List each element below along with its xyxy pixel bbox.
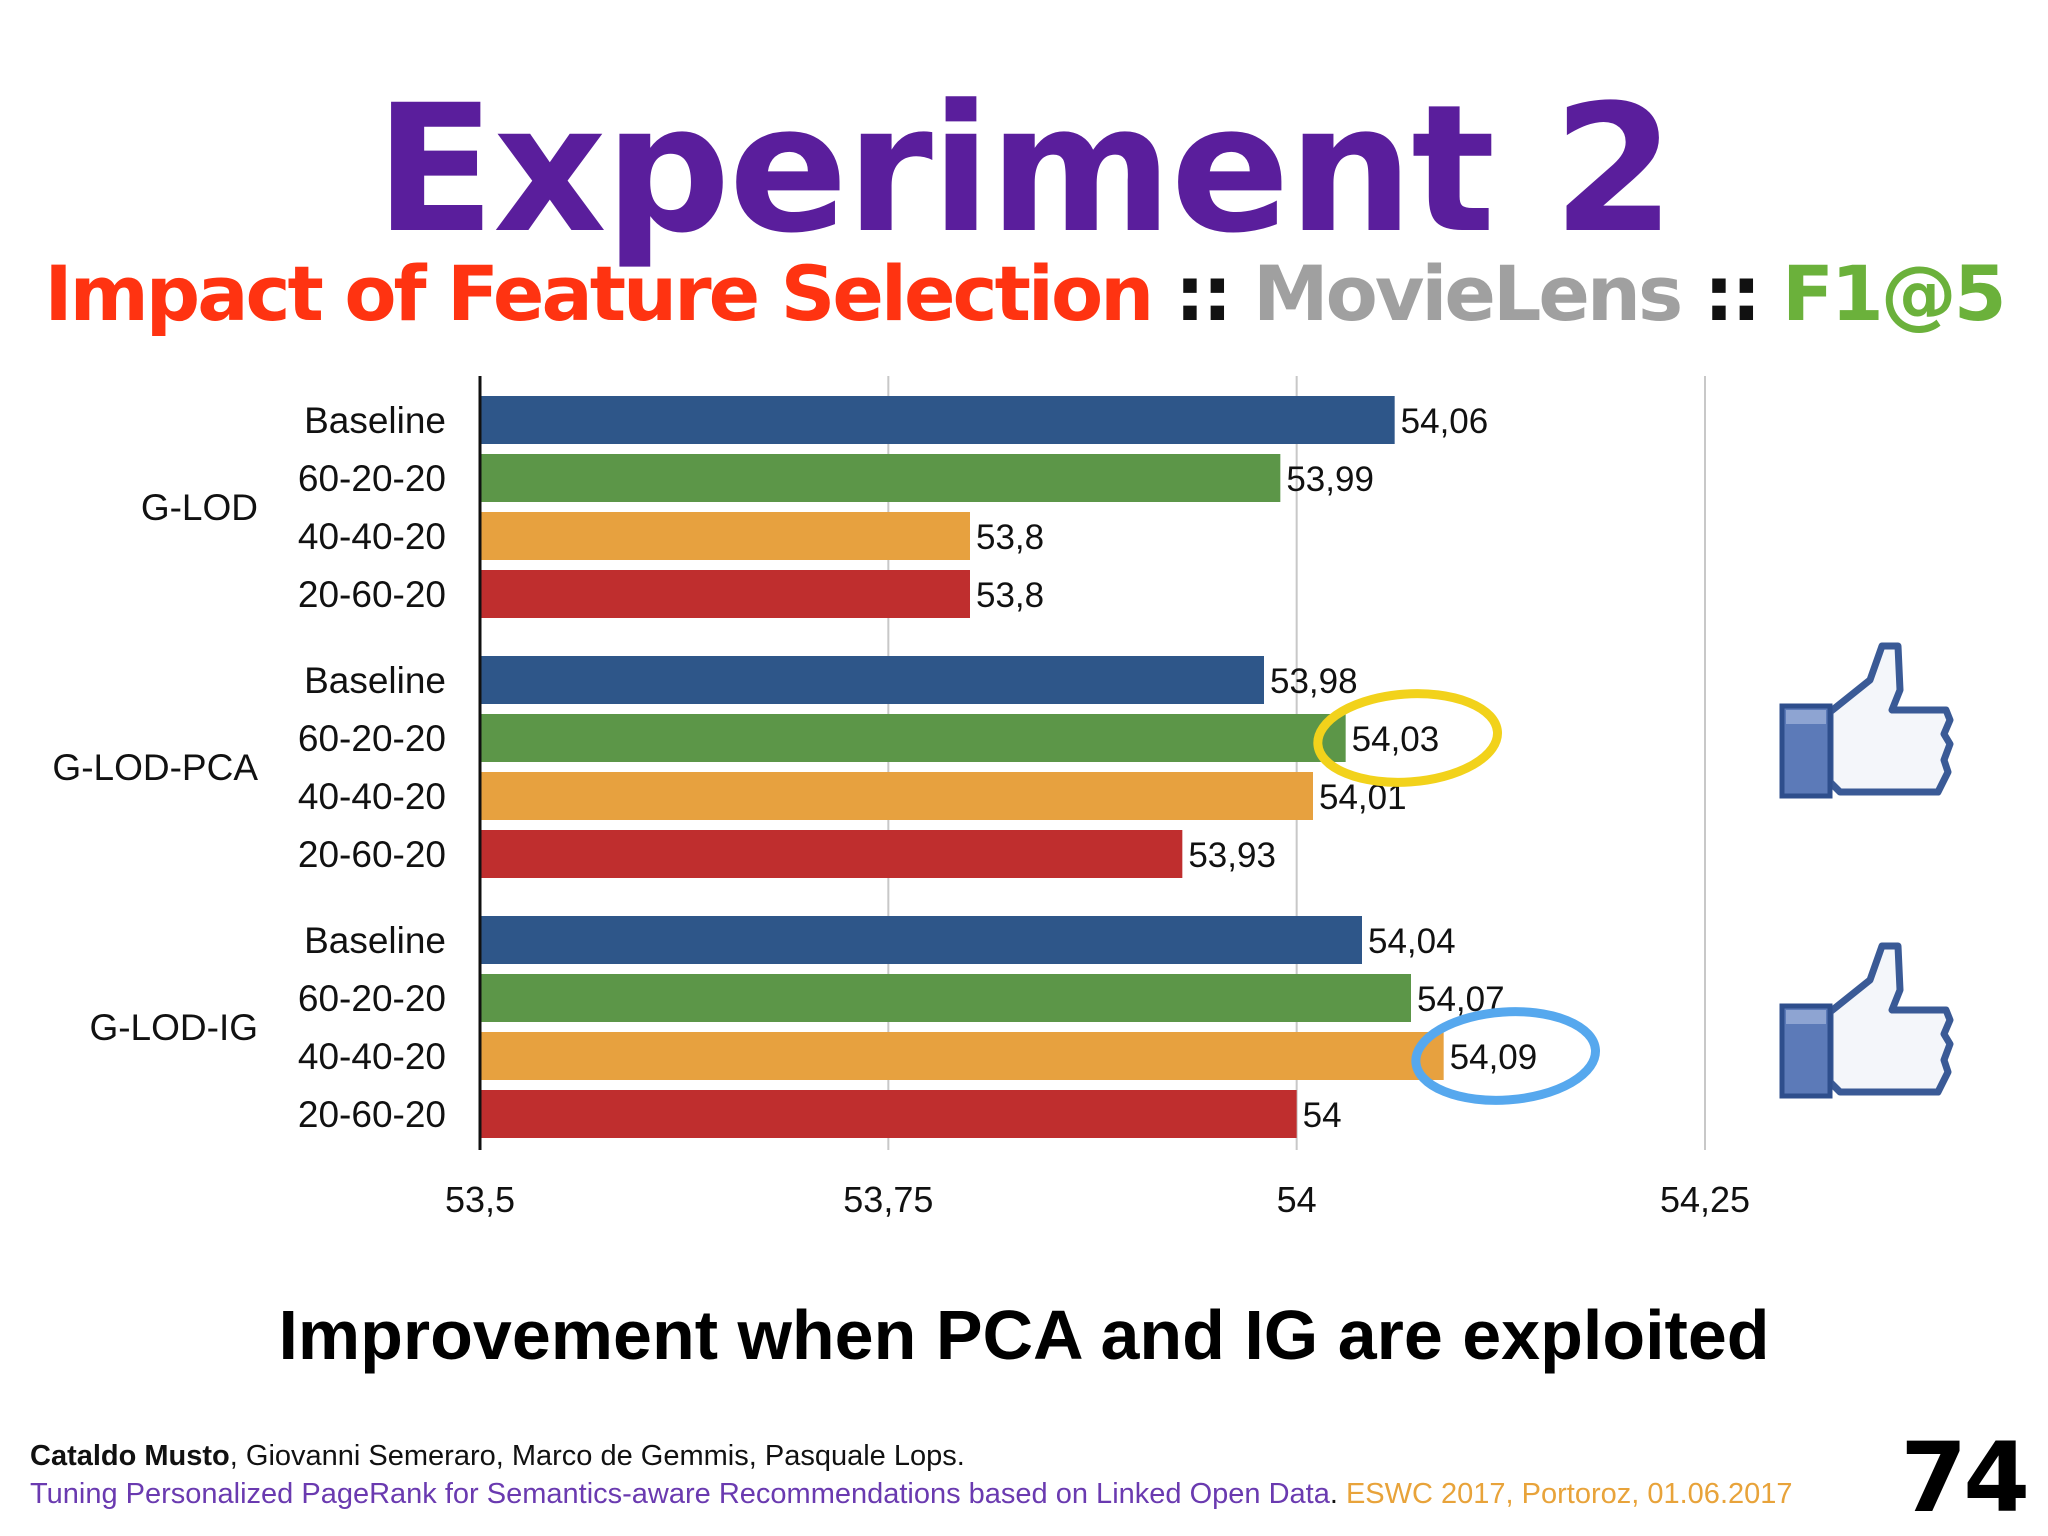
data-label: 54,03 — [1352, 720, 1440, 759]
bar — [480, 772, 1313, 820]
x-tick-label: 54 — [1277, 1179, 1317, 1220]
subtitle-separator: :: — [1680, 249, 1782, 338]
group-label: G-LOD — [141, 487, 258, 528]
bar — [480, 512, 970, 560]
page-number: 74 — [1900, 1422, 2030, 1534]
data-label: 53,8 — [976, 518, 1044, 557]
category-label: Baseline — [304, 660, 446, 701]
x-tick-label: 53,5 — [445, 1179, 515, 1220]
subtitle-separator: :: — [1151, 249, 1253, 338]
thumbs-up-icon — [1779, 642, 1954, 799]
footer-venue: ESWC 2017, Portoroz, 01.06.2017 — [1345, 1478, 1793, 1510]
category-label: 60-20-20 — [298, 718, 446, 759]
category-label: 60-20-20 — [298, 458, 446, 499]
bar-chart: Baseline 54,06 60-20-20 53,99 40-40-20 53,8 20… — [52, 376, 1750, 1220]
bar — [480, 1032, 1444, 1080]
subtitle-topic: Impact of Feature Selection — [44, 249, 1154, 338]
category-label: 40-40-20 — [298, 516, 446, 557]
bar — [480, 830, 1183, 878]
group-label: G-LOD-IG — [89, 1007, 258, 1048]
data-label: 54 — [1303, 1096, 1342, 1135]
highlight-circle — [1313, 689, 1502, 787]
category-label: 60-20-20 — [298, 978, 446, 1019]
subtitle-dataset: MovieLens — [1252, 249, 1683, 338]
x-tick-label: 54,25 — [1660, 1179, 1750, 1220]
data-label: 54,06 — [1401, 402, 1489, 441]
footer-lead-author: Cataldo Musto — [30, 1440, 230, 1472]
category-label: 40-40-20 — [298, 776, 446, 817]
conclusion-text: Improvement when PCA and IG are exploite… — [278, 1296, 1770, 1374]
data-label: 54,09 — [1450, 1038, 1538, 1077]
category-label: 20-60-20 — [298, 834, 446, 875]
footer-separator: . — [1329, 1478, 1346, 1510]
group-label: G-LOD-PCA — [52, 747, 258, 788]
data-label: 54,04 — [1368, 922, 1456, 961]
footer-citation: Tuning Personalized PageRank for Semanti… — [30, 1478, 1793, 1511]
thumbs-up-icon — [1779, 942, 1954, 1099]
bar — [480, 656, 1264, 704]
category-label: Baseline — [304, 400, 446, 441]
bar — [480, 916, 1362, 964]
bar — [480, 974, 1411, 1022]
bar — [480, 1090, 1297, 1138]
slide-subtitle: Impact of Feature Selection :: MovieLens… — [0, 244, 2048, 344]
category-label: 20-60-20 — [298, 574, 446, 615]
category-label: Baseline — [304, 920, 446, 961]
category-label: 40-40-20 — [298, 1036, 446, 1077]
subtitle-metric: F1@5 — [1781, 249, 2007, 338]
data-label: 53,8 — [976, 576, 1044, 615]
footer-authors: Cataldo Musto, Giovanni Semeraro, Marco … — [30, 1440, 965, 1473]
bar — [480, 454, 1281, 502]
footer-coauthors: , Giovanni Semeraro, Marco de Gemmis, Pa… — [229, 1440, 965, 1472]
x-tick-label: 53,75 — [843, 1179, 933, 1220]
bar — [480, 396, 1395, 444]
category-label: 20-60-20 — [298, 1094, 446, 1135]
bar — [480, 714, 1346, 762]
data-label: 53,93 — [1188, 836, 1276, 875]
data-label: 53,98 — [1270, 662, 1358, 701]
slide-title: Experiment 2 — [374, 67, 1675, 272]
footer-paper-title: Tuning Personalized PageRank for Semanti… — [30, 1478, 1330, 1510]
highlight-circle — [1411, 1007, 1600, 1105]
data-label: 53,99 — [1286, 460, 1374, 499]
bar — [480, 570, 970, 618]
